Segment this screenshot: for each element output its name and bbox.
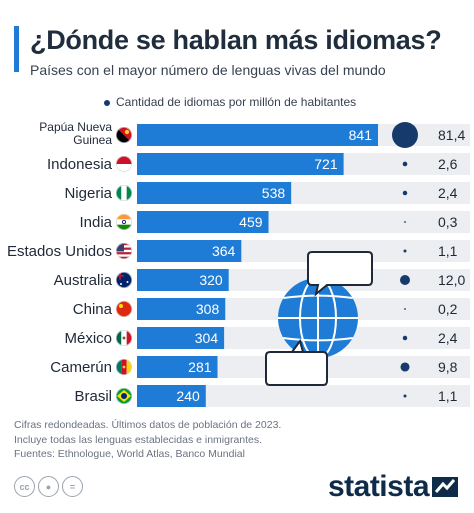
bar-value-label: 841 [349,127,373,143]
india-flag-icon [116,214,132,230]
per-million-label: 9,8 [438,359,458,375]
category-label: México [64,330,112,347]
bar [137,298,226,320]
footnote-line: Cifras redondeadas. Últimos datos de pob… [14,419,282,431]
chart-row: Indonesia 721 2,6 [47,153,458,175]
usa-flag-icon [116,243,132,259]
per-million-label: 12,0 [438,272,465,288]
speech-bubble-icon [265,338,328,386]
title-accent-bar [14,26,19,72]
bar-value-label: 364 [212,243,236,259]
per-million-bubble [400,275,410,285]
per-million-label: 1,1 [438,243,458,259]
source-line: Fuentes: Ethnologue, World Atlas, Banco … [14,448,245,460]
category-label: Indonesia [47,156,113,173]
china-flag-icon [116,301,132,317]
category-label: India [79,214,112,231]
per-million-bubble [402,190,408,196]
globe-speech-icon [265,251,373,386]
brand-name: statista [327,470,430,503]
per-million-bubble [403,249,407,253]
chart-subtitle: Países con el mayor número de lenguas vi… [30,62,386,78]
bar-value-label: 308 [196,301,220,317]
per-million-label: 81,4 [438,127,465,143]
chart-row: Nigeria 538 2,4 [64,182,458,204]
bar-value-label: 320 [199,272,223,288]
per-million-label: 1,1 [438,388,458,404]
category-label: Australia [54,272,113,289]
chart-row: Australia 320 12,0 [54,269,465,291]
bar [137,327,225,349]
legend-dot-icon [104,99,110,106]
chart-row: Camerún 281 9,8 [50,356,458,378]
chart-row: México 304 2,4 [64,327,458,349]
category-label: Camerún [50,359,112,376]
bar [137,385,206,407]
bar-value-label: 240 [176,388,200,404]
bar [137,356,218,378]
category-label: Guinea [73,133,112,147]
bar-value-label: 538 [262,185,286,201]
row-track [137,385,470,407]
footnote: Cifras redondeadas. Últimos datos de pob… [14,418,281,462]
no-derivatives-icon[interactable]: = [62,476,83,497]
per-million-label: 2,6 [438,156,458,172]
license-icons: cc ● = [14,476,83,497]
footnote-line: Incluye todas las lenguas establecidas e… [14,433,263,446]
per-million-bubble [400,362,410,372]
chart-row: Estados Unidos 364 1,1 [7,240,458,262]
per-million-label: 2,4 [438,330,458,346]
category-label: Nigeria [64,185,112,202]
per-million-bubble [402,335,408,341]
category-label: Papúa Nueva [39,120,112,134]
statista-logo[interactable]: statista [328,470,458,504]
statista-logo-icon [432,477,458,497]
bar [137,182,292,204]
creative-commons-icon[interactable]: cc [14,476,35,497]
category-label: China [73,301,113,318]
chart-title: ¿Dónde se hablan más idiomas? [30,25,442,55]
per-million-bubble [402,161,408,167]
globe-parallel [283,337,353,342]
bar-value-label: 459 [239,214,263,230]
bar [137,153,344,175]
per-million-label: 0,2 [438,301,458,317]
chart-row: Brasil 240 1,1 [74,385,458,407]
per-million-bubble [392,122,418,148]
per-million-bubble [404,221,406,223]
per-million-bubble [404,308,406,310]
per-million-bubble [403,394,407,398]
per-million-label: 2,4 [438,185,458,201]
papua-new-guinea-flag-icon [116,127,132,143]
attribution-icon[interactable]: ● [38,476,59,497]
per-million-label: 0,3 [438,214,458,230]
cameroon-flag-icon [116,359,132,375]
legend: Cantidad de idiomas por millón de habita… [104,95,356,109]
legend-label: Cantidad de idiomas por millón de habita… [116,95,357,109]
speech-bubble-icon [307,251,373,297]
category-label: Estados Unidos [7,243,112,260]
bar-value-label: 721 [314,156,338,172]
bar-value-label: 304 [195,330,219,346]
nigeria-flag-icon [116,185,132,201]
globe-parallel [283,294,353,299]
mexico-flag-icon [116,330,132,346]
bar [137,124,378,146]
bar-value-label: 281 [188,359,212,375]
chart-row: China 308 0,2 [73,298,458,320]
bar [137,269,229,291]
chart-row: India 459 0,3 [79,211,458,233]
category-label: Brasil [74,388,112,405]
australia-flag-icon [116,272,132,288]
bar [137,240,242,262]
bar [137,211,269,233]
indonesia-flag-icon [116,156,132,172]
brazil-flag-icon [116,388,132,404]
